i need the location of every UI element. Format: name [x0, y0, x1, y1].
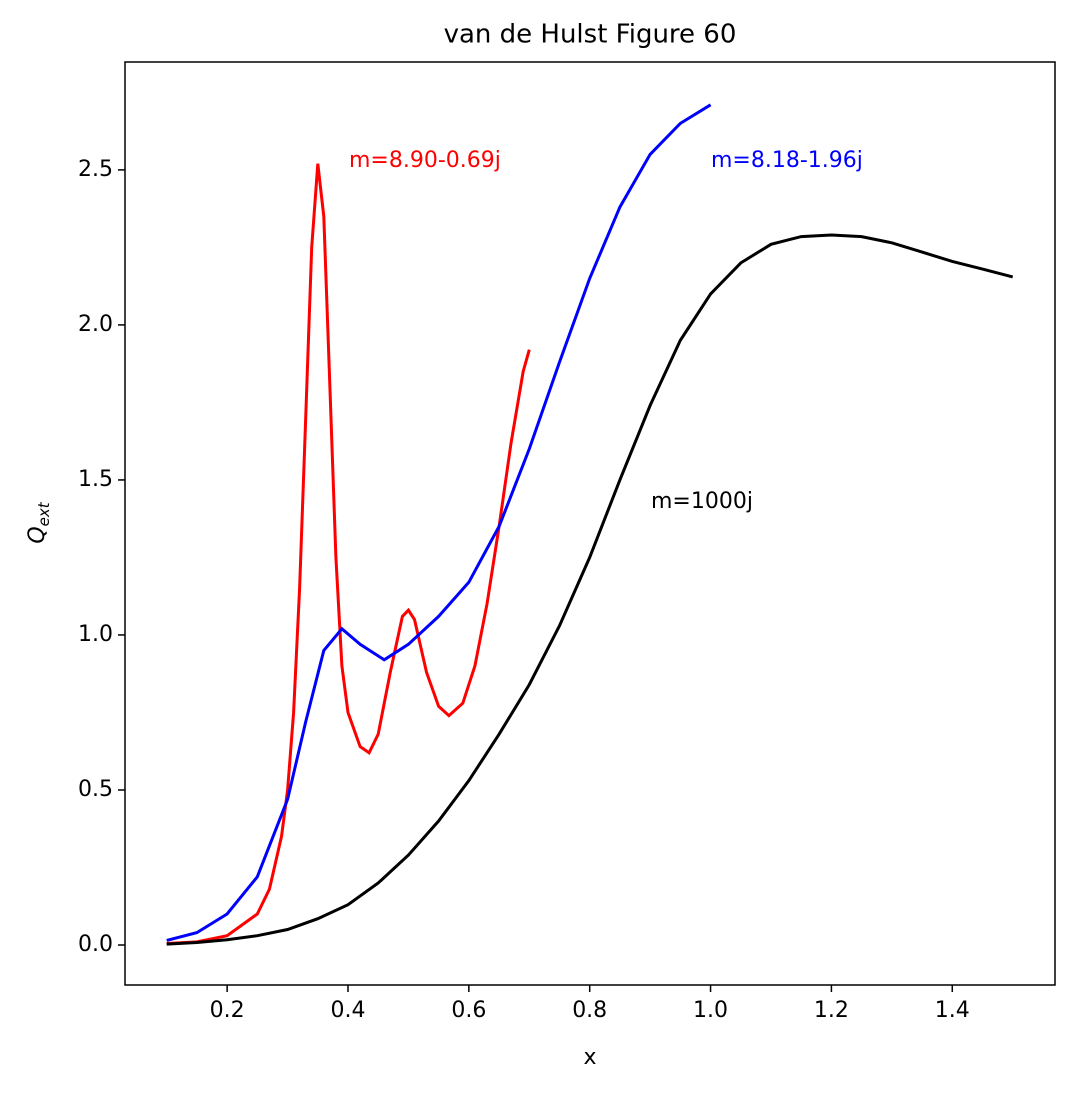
x-tick-label: 1.2 [814, 998, 849, 1023]
plot-frame [124, 61, 1056, 986]
x-tick-label: 0.8 [572, 998, 607, 1023]
annotation: m=8.18-1.96j [711, 148, 863, 173]
y-tick-label: 2.5 [78, 157, 113, 182]
y-label-sub: ext [35, 501, 53, 526]
series-line [166, 163, 531, 945]
y-axis-label: Qext [25, 501, 53, 543]
y-tick-label: 1.0 [78, 622, 113, 647]
x-tick-label: 0.4 [330, 998, 365, 1023]
y-tick-label: 0.0 [78, 932, 113, 957]
y-label-base: Q [25, 526, 50, 543]
series-line [166, 233, 1014, 946]
chart-title: van de Hulst Figure 60 [444, 20, 737, 50]
x-tick-label: 1.0 [693, 998, 728, 1023]
annotation: m=8.90-0.69j [349, 148, 501, 173]
x-axis-label: x [583, 1045, 596, 1070]
y-tick-label: 0.5 [78, 777, 113, 802]
y-tick-label: 1.5 [78, 467, 113, 492]
x-tick-label: 0.2 [210, 998, 245, 1023]
series-line [166, 103, 712, 942]
annotation: m=1000j [651, 489, 753, 514]
x-tick-label: 0.6 [451, 998, 486, 1023]
x-tick-label: 1.4 [935, 998, 970, 1023]
y-tick-label: 2.0 [78, 312, 113, 337]
